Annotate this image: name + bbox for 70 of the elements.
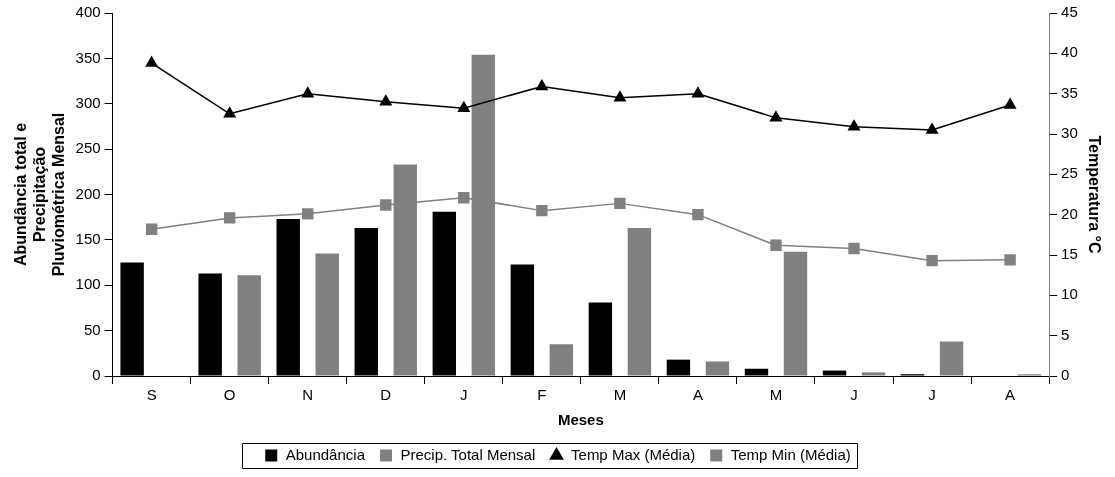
y2-tick-label: 40 <box>1061 43 1078 61</box>
y2-axis-title: Temperatura °C <box>1085 135 1103 255</box>
point <box>302 208 314 220</box>
point <box>301 86 314 98</box>
point <box>770 111 782 122</box>
point <box>380 199 392 211</box>
legend-label: Temp Min (Média) <box>730 445 851 463</box>
point <box>223 107 236 118</box>
y-tick-label: 200 <box>75 184 101 202</box>
point <box>691 86 704 98</box>
bar <box>861 372 886 376</box>
bar <box>237 275 261 376</box>
y2-tick-label: 25 <box>1061 164 1078 182</box>
x-tick-label: J <box>928 386 936 404</box>
y-tick-label: 350 <box>75 48 101 66</box>
point <box>926 254 938 267</box>
point <box>457 101 470 112</box>
x-tick-label: F <box>537 386 547 404</box>
bar <box>783 251 808 376</box>
point <box>536 204 548 217</box>
x-tick-label: M <box>613 386 627 404</box>
point <box>379 94 392 106</box>
legend-label: Temp Max (Média) <box>571 445 696 463</box>
point <box>145 56 158 67</box>
y-axis-title: Abundância total e Precipitação Pluviométrica Mensal <box>12 112 68 277</box>
point <box>613 90 626 102</box>
y2-tick-label: 35 <box>1061 83 1078 101</box>
y2-tick-label: 15 <box>1061 245 1078 263</box>
bar <box>549 344 574 376</box>
point <box>692 208 704 221</box>
point <box>770 239 782 252</box>
x-tick-label: S <box>146 386 157 404</box>
bar <box>939 341 964 376</box>
point <box>458 192 470 204</box>
y2-tick-label: 30 <box>1061 124 1078 142</box>
y2-tick-label: 5 <box>1061 325 1070 343</box>
legend-label: Precip. Total Mensal <box>400 445 536 463</box>
legend-label: Abundância <box>285 445 366 463</box>
point <box>1004 98 1017 109</box>
x-tick-label: J <box>850 386 858 404</box>
bar <box>705 361 730 376</box>
point <box>848 119 860 131</box>
point <box>614 197 626 210</box>
point <box>535 79 548 91</box>
bar <box>627 228 652 376</box>
x-tick-label: J <box>460 386 468 404</box>
point <box>223 212 236 224</box>
y2-tick-label: 0 <box>1061 366 1070 384</box>
y-tick-label: 300 <box>75 93 101 111</box>
y-tick-label: 100 <box>75 275 101 293</box>
y-tick-label: 150 <box>75 230 101 248</box>
y-tick-label: 0 <box>92 366 101 384</box>
x-tick-label: A <box>692 386 703 404</box>
y2-tick-label: 45 <box>1061 3 1078 21</box>
y-tick-label: 250 <box>75 139 101 157</box>
bar <box>315 253 339 376</box>
x-axis-title: Meses <box>557 411 604 429</box>
y-tick-label: 50 <box>83 320 101 338</box>
x-tick-label: N <box>302 386 314 404</box>
point <box>848 242 860 255</box>
point <box>1004 254 1016 266</box>
x-tick-label: O <box>223 386 236 404</box>
x-tick-label: D <box>380 386 392 404</box>
point <box>145 223 158 235</box>
point <box>926 123 938 134</box>
x-tick-label: A <box>1005 386 1016 404</box>
x-tick-label: M <box>769 386 783 404</box>
y-tick-label: 400 <box>75 3 101 21</box>
y2-tick-label: 10 <box>1061 285 1078 303</box>
y2-tick-label: 20 <box>1061 204 1078 222</box>
